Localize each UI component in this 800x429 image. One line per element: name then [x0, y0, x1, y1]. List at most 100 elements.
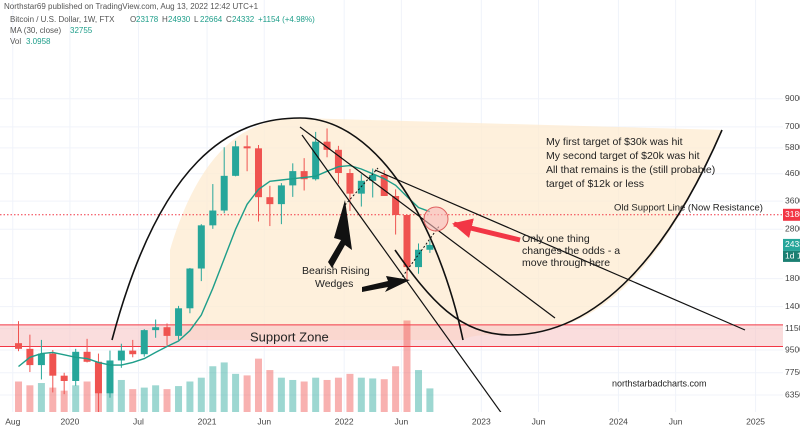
volume-bar: [83, 381, 91, 412]
annotation: move through here: [522, 257, 610, 269]
y-tick-label: 6350: [785, 389, 800, 399]
candle-body: [129, 350, 137, 355]
ma-label: MA (30, close): [10, 26, 61, 35]
annotation: changes the odds - a: [522, 245, 620, 257]
support-band: [0, 324, 783, 347]
x-tick-label: 2025: [746, 416, 765, 426]
volume-bar: [266, 370, 274, 412]
countdown-bg: [783, 250, 800, 262]
candle-body: [300, 171, 308, 180]
volume-bar: [277, 377, 285, 412]
candle-body: [163, 327, 171, 336]
volume-bar: [403, 320, 411, 412]
ohlc-value: 24930: [168, 15, 191, 24]
candle-body: [140, 330, 148, 355]
volume-bar: [312, 377, 320, 412]
ohlc-value: 24332: [232, 15, 255, 24]
y-tick-label: 14000: [785, 301, 800, 311]
x-tick-label: 2023: [472, 416, 491, 426]
volume-bar: [415, 370, 423, 412]
vol-value: 3.0958: [26, 37, 51, 46]
y-tick-label: 46000: [785, 168, 800, 178]
candle-body: [220, 175, 228, 211]
candle-body: [243, 146, 251, 149]
volume-bar: [15, 381, 23, 412]
candle-body: [186, 268, 194, 309]
candle-body: [15, 343, 23, 349]
y-tick-label: 18000: [785, 273, 800, 283]
candle-body: [392, 195, 400, 216]
ohlc-label: L: [194, 15, 199, 24]
candle-body: [94, 361, 102, 394]
price-label: 31860: [785, 209, 800, 219]
symbol: Bitcoin / U.S. Dollar, 1W, FTX: [10, 15, 115, 24]
support-zone: [0, 214, 783, 348]
volume-bar: [72, 385, 80, 412]
y-tick-label: 7750: [785, 367, 800, 377]
attribution: Northstar69 published on TradingView.com…: [4, 2, 259, 11]
volume-bar: [254, 358, 262, 412]
candle-body: [312, 141, 320, 180]
y-tick-label: 28000: [785, 223, 800, 233]
annotation: All that remains is the (still probable): [546, 164, 715, 176]
change: +1154 (+4.98%): [258, 15, 315, 24]
volume-bar: [186, 381, 194, 412]
vol-label: Vol: [10, 37, 21, 46]
volume: [15, 320, 434, 412]
candle-body: [72, 351, 80, 381]
candle-body: [232, 146, 240, 176]
y-tick-label: 58000: [785, 142, 800, 152]
volume-bar: [175, 386, 183, 412]
candle-body: [175, 308, 183, 336]
volume-bar: [323, 379, 331, 412]
volume-bar: [209, 366, 217, 412]
x-axis-bg: [0, 412, 800, 429]
volume-bar: [232, 373, 240, 412]
annotation: Only one thing: [522, 233, 590, 245]
price-label-bg: [783, 238, 800, 251]
candle-body: [403, 215, 411, 268]
shaded-region: [170, 118, 722, 340]
x-tick-label: Aug: [5, 416, 20, 426]
x-tick-label: 2020: [60, 416, 79, 426]
candle-body: [197, 225, 205, 269]
annotation: Support Zone: [250, 329, 329, 344]
candle-body: [323, 141, 331, 150]
candle-body: [380, 174, 388, 196]
ohlc-label: O: [130, 15, 136, 24]
candle-body: [106, 360, 114, 394]
candle-body: [369, 174, 377, 181]
x-tick-label: Jul: [133, 416, 144, 426]
candle-body: [209, 210, 217, 226]
ma-line: [18, 164, 431, 368]
x-tick-label: 2024: [609, 416, 628, 426]
x-tick-label: Jun: [395, 416, 409, 426]
volume-bar: [334, 377, 342, 412]
volume-bar: [369, 378, 377, 412]
volume-bar: [152, 385, 160, 412]
price-label: 24332: [785, 239, 800, 249]
volume-bar: [392, 366, 400, 412]
y-tick-label: 9500: [785, 344, 800, 354]
u-curve: [394, 129, 723, 336]
trend-line: [374, 169, 746, 331]
x-tick-label: 2021: [198, 416, 217, 426]
candle-body: [277, 185, 285, 205]
candle-body: [266, 197, 274, 205]
annotation: Wedges: [315, 278, 353, 290]
parabola: [111, 117, 464, 341]
volume-bar: [426, 388, 434, 412]
x-tick-label: Jun: [669, 416, 683, 426]
wedge-dotted: [344, 167, 379, 206]
countdown: 1d 1: [785, 251, 800, 261]
volume-bar: [140, 387, 148, 412]
candle-body: [37, 353, 45, 366]
candle-body: [49, 353, 57, 376]
ma-value: 32755: [70, 26, 93, 35]
x-tick-label: 2022: [335, 416, 354, 426]
y-tick-label: 11500: [785, 323, 800, 333]
y-tick-label: 90000: [785, 93, 800, 103]
annotation: Bearish Rising: [302, 265, 370, 277]
candle-body: [152, 327, 160, 331]
